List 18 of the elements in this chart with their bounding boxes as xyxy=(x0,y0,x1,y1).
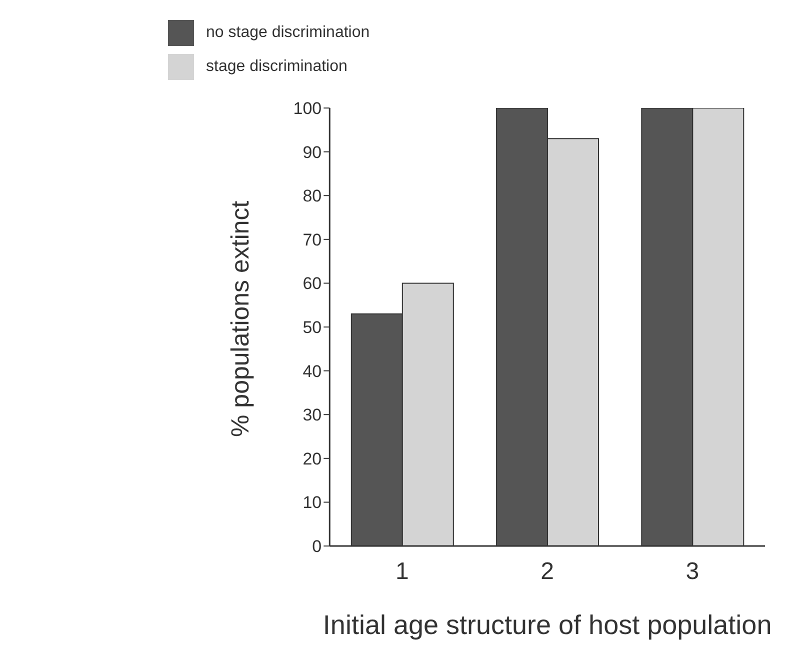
y-tick-label: 50 xyxy=(302,318,322,338)
x-tick-label: 2 xyxy=(540,558,554,586)
legend-label: stage discrimination xyxy=(206,58,348,75)
y-tick-label: 60 xyxy=(302,274,322,294)
y-tick-label: 30 xyxy=(302,406,322,425)
y-tick-label: 20 xyxy=(302,449,322,468)
x-tick-label: 3 xyxy=(686,558,700,586)
y-axis-title: % populations extinct xyxy=(226,200,255,437)
y-tick-label: 0 xyxy=(312,537,322,556)
legend-label: no stage discrimination xyxy=(206,24,370,41)
y-tick-label: 100 xyxy=(293,99,322,118)
x-tick-label: 1 xyxy=(396,558,409,586)
y-tick-label: 90 xyxy=(302,142,322,162)
y-tick-label: 10 xyxy=(302,493,322,512)
x-axis-title: Initial age structure of host population xyxy=(322,610,772,640)
y-tick-label: 80 xyxy=(302,186,322,206)
y-tick-label: 70 xyxy=(302,230,322,250)
y-tick-label: 40 xyxy=(302,362,322,381)
